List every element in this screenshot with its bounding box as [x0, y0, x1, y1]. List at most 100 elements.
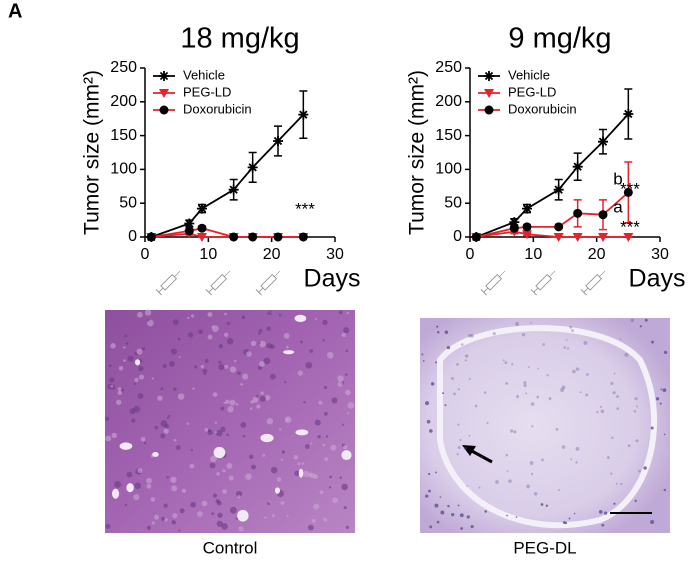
cell	[457, 423, 460, 426]
cell	[318, 400, 323, 405]
cell	[250, 340, 257, 347]
legend-label: Vehicle	[183, 67, 225, 82]
cell	[436, 331, 440, 334]
cell	[251, 464, 256, 470]
cell	[222, 489, 227, 494]
cell	[229, 366, 237, 373]
cell	[470, 525, 474, 529]
cell	[284, 380, 287, 384]
syringe-icon	[480, 267, 509, 296]
cell	[269, 373, 276, 380]
marker	[298, 109, 309, 120]
cell	[460, 527, 464, 530]
x-tick-label: 20	[588, 246, 606, 263]
cell	[170, 348, 178, 355]
cell	[300, 340, 303, 344]
cell	[123, 359, 126, 362]
cell	[223, 401, 226, 404]
cell	[129, 408, 136, 415]
cell	[436, 325, 439, 328]
cell	[644, 318, 648, 322]
cell	[313, 503, 320, 510]
x-tick-label: 10	[524, 246, 542, 263]
cell	[339, 476, 342, 479]
cell	[537, 367, 539, 370]
cell	[285, 345, 289, 349]
cell	[459, 439, 462, 442]
syringe-icon	[255, 267, 284, 296]
x-tick-label: 0	[141, 246, 150, 263]
cell	[633, 410, 637, 413]
cell	[613, 372, 616, 375]
marker	[159, 71, 169, 81]
cell	[655, 397, 660, 401]
marker	[623, 233, 634, 242]
cell	[305, 444, 310, 449]
cell	[220, 406, 225, 411]
cell	[504, 361, 508, 364]
x-tick-label: 30	[326, 246, 344, 263]
annotation: b	[613, 169, 622, 188]
cell	[117, 390, 122, 395]
lumen	[298, 468, 304, 478]
cell	[258, 328, 263, 333]
marker	[509, 217, 520, 228]
cell	[337, 375, 344, 382]
cell	[297, 370, 303, 376]
cell	[216, 520, 223, 528]
cell	[486, 421, 489, 425]
cell	[601, 523, 605, 527]
cell	[495, 480, 499, 484]
cell	[293, 455, 299, 460]
cell	[171, 520, 176, 525]
image-caption: Control	[203, 538, 258, 557]
cell	[137, 468, 143, 474]
cell	[480, 456, 483, 459]
cell	[343, 327, 350, 334]
cell	[154, 514, 159, 520]
cell	[141, 346, 146, 351]
cell	[258, 360, 265, 367]
syringe-icon	[580, 267, 609, 296]
cell	[202, 368, 208, 374]
cell	[663, 488, 667, 492]
cell	[226, 433, 229, 437]
cell	[527, 366, 530, 368]
cell	[509, 429, 514, 433]
cell	[515, 516, 518, 518]
cell	[190, 501, 196, 508]
y-tick-label: 0	[453, 228, 462, 245]
cell	[218, 344, 224, 349]
cell	[260, 391, 264, 395]
cell	[117, 387, 122, 391]
cell	[466, 515, 470, 519]
cell	[246, 351, 252, 357]
cell	[345, 349, 349, 353]
cell	[569, 325, 573, 329]
cell	[137, 392, 144, 399]
cell	[456, 453, 459, 456]
cell	[235, 517, 239, 520]
cell	[264, 516, 267, 519]
cell	[207, 312, 213, 317]
lumen	[274, 487, 281, 494]
cell	[613, 502, 616, 505]
cell	[104, 416, 110, 421]
control-image	[105, 310, 355, 533]
cell	[468, 434, 471, 437]
x-axis-label: Days	[629, 265, 686, 293]
cell	[447, 504, 450, 508]
cell	[114, 480, 122, 488]
cell	[168, 414, 171, 418]
cell	[263, 357, 271, 365]
cell	[457, 446, 461, 450]
cell	[241, 315, 246, 320]
legend-label: PEG-LD	[183, 84, 231, 99]
cell	[110, 343, 116, 349]
cell	[189, 463, 195, 469]
marker	[273, 232, 283, 242]
cell	[531, 425, 534, 428]
cell	[345, 525, 350, 530]
cell	[562, 521, 566, 524]
